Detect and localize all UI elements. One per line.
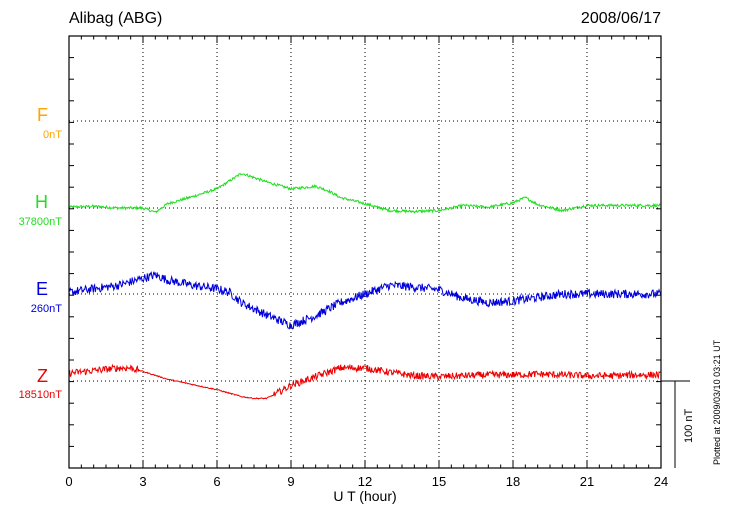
x-axis-label: U T (hour): [333, 488, 397, 504]
channel-h-baseline: 37800nT: [18, 216, 62, 228]
channel-e-letter: E: [35, 279, 48, 299]
channel-z-letter: Z: [37, 366, 48, 386]
channel-z-baseline: 18510nT: [18, 389, 62, 401]
date-title: 2008/06/17: [580, 10, 661, 27]
series-line-z: [68, 363, 662, 400]
x-tick-label-24: 24: [654, 474, 668, 489]
x-tick-label-15: 15: [432, 474, 446, 489]
grid: [69, 36, 661, 468]
x-tick-label-3: 3: [139, 474, 146, 489]
x-axis-ticks: 0 3 6 9 12 15 18 21 24: [65, 35, 668, 489]
plot-frame: [68, 35, 662, 469]
scale-bar: [661, 380, 690, 468]
channel-h-letter: H: [35, 192, 48, 212]
channel-f-baseline: 0nT: [43, 129, 62, 141]
channel-e-baseline: 260nT: [30, 303, 62, 315]
plotted-timestamp: Plotted at 2009/03/10 03:21 UT: [712, 339, 722, 465]
x-tick-label-6: 6: [213, 474, 220, 489]
channel-f-letter: F: [37, 105, 48, 125]
series-lines: [68, 172, 662, 400]
x-tick-label-12: 12: [358, 474, 372, 489]
x-tick-label-18: 18: [506, 474, 520, 489]
scale-bar-label: 100 nT: [683, 408, 695, 443]
x-tick-label-9: 9: [287, 474, 294, 489]
series-line-e: [68, 271, 662, 330]
station-title: Alibag (ABG): [69, 10, 163, 27]
x-tick-label-0: 0: [65, 474, 72, 489]
x-tick-label-21: 21: [580, 474, 594, 489]
series-line-h: [68, 172, 662, 214]
